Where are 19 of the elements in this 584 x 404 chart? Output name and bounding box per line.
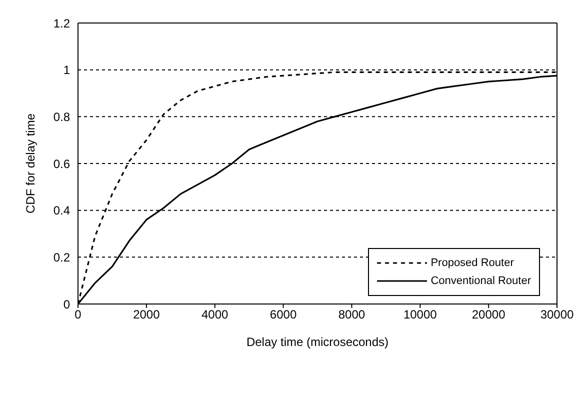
- y-axis-title: CDF for delay time: [23, 113, 38, 214]
- y-tick-label: 1: [63, 63, 70, 78]
- x-tick-label: 10000: [403, 308, 438, 322]
- y-tick-label: 0.8: [53, 110, 70, 124]
- legend-label: Conventional Router: [430, 275, 531, 287]
- y-tick-label: 0.2: [53, 250, 70, 264]
- x-tick-label: 8000: [338, 308, 366, 322]
- y-tick-label: 0.4: [53, 204, 70, 218]
- x-tick-label: 6000: [270, 308, 297, 322]
- y-tick-label: 0.6: [53, 156, 70, 171]
- legend-label: Proposed Router: [430, 257, 514, 269]
- x-axis-title: Delay time (microseconds): [246, 335, 389, 349]
- x-tick-label: 30000: [540, 308, 574, 322]
- x-tick-label: 20000: [472, 308, 506, 322]
- x-tick-label: 0: [74, 308, 82, 322]
- x-tick-label: 2000: [133, 308, 160, 322]
- x-tick-label: 4000: [202, 308, 229, 322]
- y-tick-label: 0: [63, 297, 70, 312]
- y-tick-label: 1.2: [53, 16, 70, 30]
